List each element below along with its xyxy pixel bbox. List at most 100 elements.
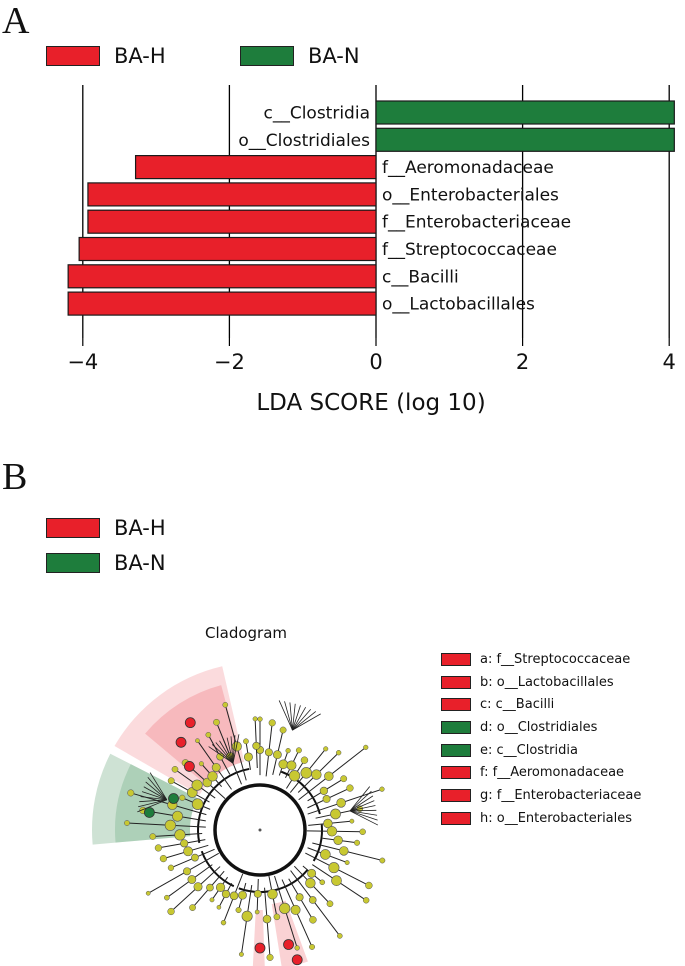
clade-node xyxy=(164,819,176,831)
clade-leaf-branch xyxy=(349,800,375,812)
clade-branch xyxy=(285,750,300,779)
clade-node xyxy=(330,808,341,820)
clade-leaf xyxy=(145,890,151,896)
clade-node xyxy=(193,882,203,892)
clade-leaf-branch xyxy=(141,791,167,801)
x-tick-label: 4 xyxy=(663,350,676,374)
clade-branch xyxy=(126,822,206,828)
clade-node xyxy=(180,839,189,848)
clade-node xyxy=(305,877,316,889)
legend-label-ba-n-b: BA-N xyxy=(114,551,166,575)
cladogram-legend-swatch xyxy=(441,698,471,712)
clade-node xyxy=(243,752,253,762)
clade-node xyxy=(267,888,278,900)
clade-node xyxy=(183,846,193,857)
clade-branch xyxy=(307,847,348,864)
clade-leaf-branch xyxy=(226,737,234,764)
clade-leaf xyxy=(189,904,196,911)
clade-node xyxy=(311,769,322,780)
clade-leaf xyxy=(344,860,350,866)
clade-leaf-branch xyxy=(349,795,374,812)
cladogram-legend-swatch xyxy=(441,675,471,689)
clade-leaf xyxy=(209,897,215,903)
bar-f-streptococcaceae xyxy=(78,236,377,262)
clade-leaf-branch xyxy=(349,805,376,812)
clade-branch xyxy=(281,879,313,948)
clade-branch xyxy=(158,839,206,849)
cladogram-legend-item-e: e: c__Clostridia xyxy=(441,739,641,762)
clade-branch xyxy=(200,763,223,787)
clade-node xyxy=(331,875,342,886)
clade-leaf xyxy=(379,786,385,792)
bar-f-enterobacteriaceae xyxy=(87,209,377,234)
clade-leaf-branch xyxy=(292,705,301,731)
clade-branch xyxy=(245,741,251,770)
clade-leaf-branch xyxy=(149,772,168,800)
clade-leaf xyxy=(285,748,291,754)
clade-node xyxy=(174,829,186,841)
clade-node xyxy=(322,795,331,803)
clade-leaf-branch xyxy=(349,809,377,812)
clade-leaf-branch xyxy=(232,734,240,764)
clade-leaf-branch xyxy=(292,713,321,731)
lda-bar-chart: c__Clostridia o__Clostridiales f__Aeromona… xyxy=(67,85,676,416)
clade-branch xyxy=(290,870,341,937)
clade-branch xyxy=(307,788,383,815)
clade-leaf xyxy=(323,746,329,752)
clade-leaf xyxy=(279,726,287,734)
clade-node xyxy=(221,889,231,899)
clade-leaf-branch xyxy=(138,799,167,808)
clade-leaf xyxy=(379,857,386,864)
clade-branch xyxy=(285,759,305,789)
node-clostridiales xyxy=(143,807,155,818)
clade-leaf xyxy=(254,909,260,915)
legend-swatch-ba-n-b xyxy=(46,553,100,573)
clade-leaf xyxy=(266,953,274,961)
clade-leaf xyxy=(222,701,229,708)
clade-leaf xyxy=(181,759,190,767)
clade-leaf xyxy=(356,805,364,813)
clade-leaf xyxy=(354,839,361,846)
clade-leaf-branch xyxy=(139,799,167,803)
clade-leaf xyxy=(213,718,220,726)
clade-node xyxy=(211,763,221,772)
x-tick-label: −4 xyxy=(67,350,98,374)
clade-leaf xyxy=(243,738,249,745)
clade-leaf xyxy=(159,855,168,863)
bar-label: o__Enterobacteriales xyxy=(382,185,559,205)
cladogram-legend-label: b: o__Lactobacillales xyxy=(480,674,614,690)
clade-branch xyxy=(185,762,226,799)
node-clostridia xyxy=(168,793,179,804)
cladogram-legend-item-g: g: f__Enterobacteriaceae xyxy=(441,784,641,807)
cladogram-legend-label: e: c__Clostridia xyxy=(480,742,578,758)
bar-c-bacilli xyxy=(67,264,377,289)
clade-branch xyxy=(306,830,363,833)
clade-branch xyxy=(307,787,351,809)
clade-node xyxy=(172,810,183,822)
clade-leaf xyxy=(359,828,366,836)
clade-branch xyxy=(223,873,244,923)
clade-leaf xyxy=(220,919,227,926)
clade-leaf-branch xyxy=(211,744,234,764)
clade-leaf-branch xyxy=(219,740,234,764)
clade-branch xyxy=(268,875,278,917)
clade-branch xyxy=(182,797,211,810)
cladogram-legend-swatch xyxy=(441,743,471,757)
bar-c-clostridia xyxy=(375,100,675,125)
node-bacilli xyxy=(184,761,195,772)
bar-label: f__Streptococcaceae xyxy=(382,240,557,260)
clade-leaf-branch xyxy=(349,810,378,816)
clade-branch xyxy=(163,844,209,860)
clade-leaf-branch xyxy=(232,735,236,764)
clade-node xyxy=(215,882,226,892)
clade-node xyxy=(336,798,346,808)
clade-leaf-branch xyxy=(292,707,307,731)
clade-branch xyxy=(311,864,367,901)
clade-branch xyxy=(170,848,215,869)
bar-o-lactobacillales xyxy=(67,291,377,316)
clade-leaf xyxy=(294,945,300,951)
clade-leaf xyxy=(349,818,355,824)
clade-leaf-branch xyxy=(222,738,234,764)
clade-node xyxy=(191,853,199,862)
clade-node xyxy=(279,902,291,914)
